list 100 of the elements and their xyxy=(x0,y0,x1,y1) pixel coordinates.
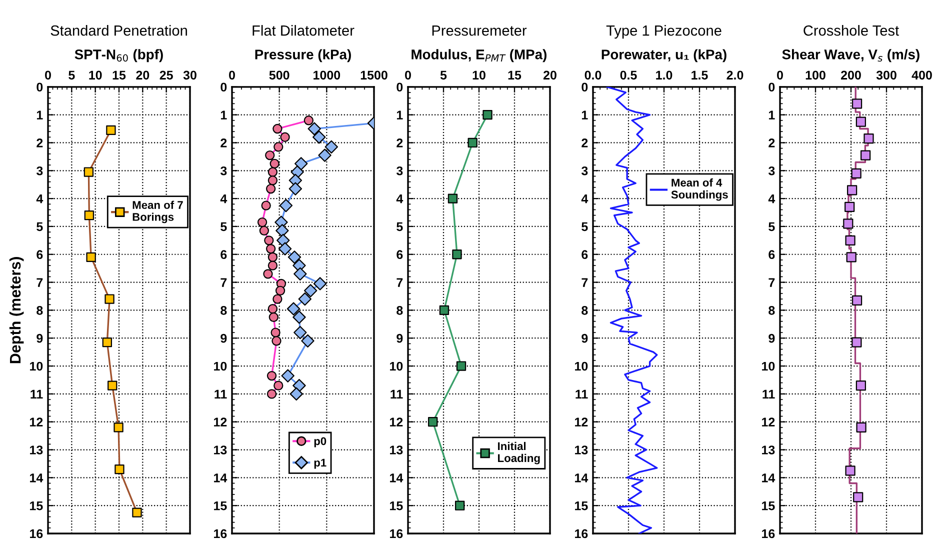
point xyxy=(864,133,874,144)
x-tick-label: 0 xyxy=(777,70,783,80)
y-tick-label: 16 xyxy=(575,529,588,538)
point xyxy=(452,250,462,260)
point xyxy=(845,466,856,476)
y-tick-label: 12 xyxy=(575,418,588,426)
x-tick-label: 0 xyxy=(405,70,411,80)
y-tick-label: 1 xyxy=(768,110,775,120)
legend-label: p0 xyxy=(314,437,326,448)
y-tick-label: 14 xyxy=(30,474,44,482)
y-tick-label: 8 xyxy=(582,306,588,315)
point xyxy=(852,337,862,348)
x-axis-title: Modulus, E$_{PMT}$ (MPa) xyxy=(412,49,546,62)
point xyxy=(468,138,478,148)
y-axis-title: Depth (meters) xyxy=(9,257,24,364)
x-tick-label: 0 xyxy=(229,70,235,80)
y-tick-label: 8 xyxy=(36,306,43,315)
y-tick-label: 6 xyxy=(220,250,227,260)
point xyxy=(843,218,854,229)
y-tick-label: 4 xyxy=(220,194,228,204)
x-tick-label: 100 xyxy=(806,70,826,80)
y-tick-label: 14 xyxy=(390,474,404,482)
point xyxy=(454,500,465,510)
y-tick-label: 6 xyxy=(582,250,588,260)
y-tick-label: 11 xyxy=(576,390,588,398)
y-tick-label: 0 xyxy=(36,82,43,92)
x-tick-label: 25 xyxy=(160,70,173,80)
x-tick-label: 500 xyxy=(269,70,290,80)
y-tick-label: 4 xyxy=(768,194,776,204)
y-tick-label: 2 xyxy=(768,138,775,148)
x-tick-label: 1.0 xyxy=(656,70,672,80)
point xyxy=(860,150,871,160)
y-tick-label: 10 xyxy=(30,362,43,371)
y-tick-label: 8 xyxy=(396,306,403,315)
y-tick-label: 5 xyxy=(220,222,227,232)
point xyxy=(856,422,866,432)
chart-title: Crosshole Test xyxy=(804,25,899,36)
x-tick-label: 1000 xyxy=(314,70,340,80)
line-series xyxy=(606,86,658,534)
x-tick-label: 0 xyxy=(45,70,51,80)
y-tick-label: 4 xyxy=(36,194,44,204)
y-tick-label: 2 xyxy=(582,138,588,148)
point xyxy=(439,305,450,316)
y-tick-label: 5 xyxy=(582,222,588,232)
chart-title: Type 1 Piezocone xyxy=(606,25,722,39)
y-tick-label: 7 xyxy=(768,278,775,287)
y-tick-label: 4 xyxy=(581,194,588,204)
x-axis-title: SPT-N$_{60}$ (bpf) xyxy=(74,49,163,62)
y-tick-label: 0 xyxy=(396,82,403,92)
x-tick-label: 1500 xyxy=(360,70,388,80)
point xyxy=(428,417,438,427)
y-tick-label: 0 xyxy=(768,82,775,92)
point xyxy=(856,116,866,127)
y-tick-label: 16 xyxy=(390,529,403,538)
y-tick-label: 5 xyxy=(768,222,775,232)
x-axis-title: Porewater, u₁ (kPa) xyxy=(602,49,726,62)
chart-title: Standard Penetration xyxy=(50,25,187,36)
y-tick-label: 12 xyxy=(214,418,227,426)
y-tick-label: 0 xyxy=(582,82,588,92)
x-tick-label: 20 xyxy=(136,70,150,80)
x-tick-label: 0.5 xyxy=(620,70,637,80)
y-tick-label: 8 xyxy=(768,306,775,315)
chart-title: Pressuremeter xyxy=(432,26,527,36)
y-tick-label: 1 xyxy=(36,110,43,120)
x-tick-label: 30 xyxy=(183,70,196,80)
y-tick-label: 2 xyxy=(396,138,403,148)
y-tick-label: 3 xyxy=(768,166,775,176)
x-tick-label: 200 xyxy=(841,70,861,80)
y-tick-label: 13 xyxy=(762,446,775,454)
x-tick-label: 15 xyxy=(112,70,126,80)
point xyxy=(847,185,858,196)
y-tick-label: 16 xyxy=(30,529,43,538)
y-tick-label: 16 xyxy=(214,529,227,538)
y-tick-label: 15 xyxy=(214,502,227,510)
y-tick-label: 15 xyxy=(762,502,775,510)
y-tick-label: 15 xyxy=(575,502,588,510)
y-tick-label: 16 xyxy=(762,529,775,538)
y-tick-label: 4 xyxy=(396,194,404,204)
y-tick-label: 11 xyxy=(390,390,403,398)
y-tick-label: 3 xyxy=(36,166,43,176)
y-tick-label: 0 xyxy=(220,82,227,92)
point xyxy=(844,202,855,212)
y-tick-label: 6 xyxy=(36,250,43,260)
y-tick-label: 11 xyxy=(214,390,227,398)
y-tick-label: 12 xyxy=(762,418,775,426)
y-tick-label: 14 xyxy=(762,474,776,482)
y-tick-label: 10 xyxy=(762,362,775,371)
x-tick-label: 0.0 xyxy=(584,70,602,80)
legend-label: p1 xyxy=(314,458,326,469)
y-tick-label: 7 xyxy=(396,278,403,287)
y-tick-label: 5 xyxy=(36,222,43,232)
point xyxy=(456,361,466,371)
legend-label: Mean of 7 Borings xyxy=(132,200,183,224)
y-tick-label: 6 xyxy=(396,250,403,260)
y-tick-label: 1 xyxy=(582,110,588,120)
y-tick-label: 9 xyxy=(36,334,43,343)
x-tick-label: 1.5 xyxy=(692,70,708,80)
x-tick-label: 2.0 xyxy=(726,70,744,80)
y-tick-label: 12 xyxy=(30,418,43,426)
x-tick-label: 20 xyxy=(543,70,556,80)
